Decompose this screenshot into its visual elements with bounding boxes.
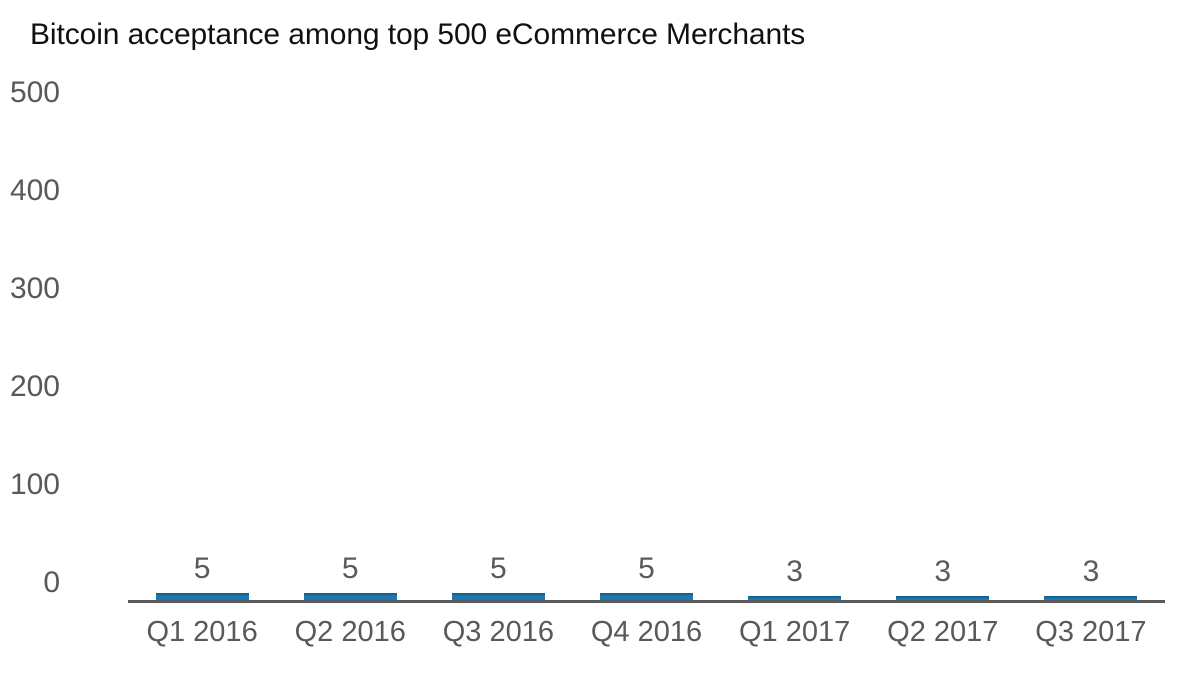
x-axis-labels: Q1 2016 Q2 2016 Q3 2016 Q4 2016 Q1 2017 … (128, 613, 1165, 651)
y-axis-tick-400: 400 (9, 174, 60, 207)
bar-q1-2016[interactable] (155, 593, 249, 600)
bar-value-label: 5 (490, 552, 507, 585)
bar-value-label: 5 (341, 552, 359, 585)
bar-slot-q3-2017: 3 (1017, 95, 1165, 600)
plot-area: 500 400 300 200 100 0 5 5 5 5 (10, 78, 1165, 603)
y-axis-tick-0: 0 (43, 566, 60, 599)
x-axis-tick-q3-2017: Q3 2017 (1035, 616, 1147, 648)
x-axis-tick-q1-2016: Q1 2016 (146, 616, 258, 648)
x-axis-tick-q1-2017: Q1 2017 (739, 616, 851, 648)
bar-q3-2017[interactable] (1044, 596, 1138, 600)
bar-q1-2017[interactable] (748, 596, 842, 600)
y-axis-tick-300: 300 (9, 272, 60, 305)
bar-slot-q2-2016: 5 (276, 95, 424, 600)
x-axis-tick-q4-2016: Q4 2016 (590, 616, 703, 648)
bar-value-label: 3 (786, 555, 803, 588)
x-axis-line (128, 600, 1165, 603)
chart-title: Bitcoin acceptance among top 500 eCommer… (30, 18, 806, 51)
bar-slot-q4-2016: 5 (572, 95, 720, 600)
x-axis-tick-q2-2017: Q2 2017 (887, 616, 999, 648)
bar-slot-q3-2016: 5 (424, 95, 572, 600)
bar-q3-2016[interactable] (451, 593, 545, 600)
bar-value-label: 3 (934, 555, 952, 588)
bar-q4-2016[interactable] (599, 593, 693, 600)
bar-slot-q1-2017: 3 (721, 95, 869, 600)
x-axis-tick-q3-2016: Q3 2016 (442, 616, 554, 648)
bar-value-label: 3 (1082, 555, 1100, 588)
y-axis-tick-200: 200 (9, 370, 60, 403)
bar-q2-2017[interactable] (896, 596, 990, 600)
y-axis-tick-500: 500 (9, 76, 60, 109)
bars-container: 5 5 5 5 3 3 (128, 95, 1165, 600)
bar-slot-q2-2017: 3 (869, 95, 1017, 600)
y-axis-tick-100: 100 (9, 468, 60, 501)
bar-value-label: 5 (193, 552, 211, 585)
bar-q2-2016[interactable] (303, 593, 397, 600)
x-axis-tick-q2-2016: Q2 2016 (294, 616, 406, 648)
bar-slot-q1-2016: 5 (128, 95, 276, 600)
bar-value-label: 5 (638, 552, 655, 585)
